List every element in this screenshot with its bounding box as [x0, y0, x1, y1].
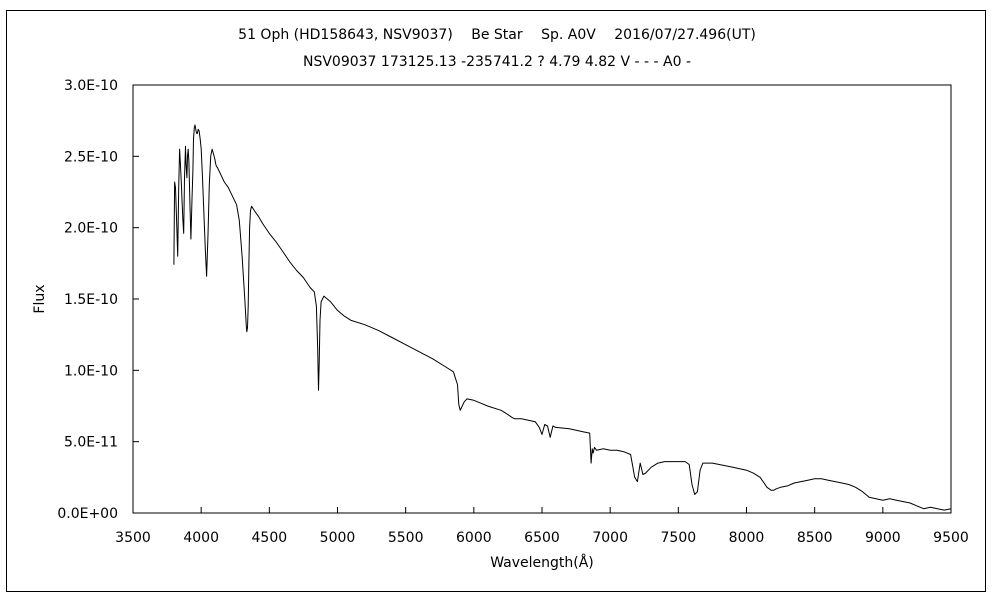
- x-tick-label: 3500: [115, 530, 151, 546]
- y-tick-label: 1.0E-10: [64, 363, 118, 379]
- series-group: [173, 124, 952, 511]
- y-tick-label: 2.5E-10: [64, 149, 118, 165]
- plot-area: [132, 84, 952, 514]
- x-tick-label: 8000: [729, 530, 765, 546]
- chart-frame: [6, 10, 986, 592]
- y-tick-label: 1.5E-10: [64, 292, 118, 308]
- chart-subtitle: NSV09037 173125.13 -235741.2 ? 4.79 4.82…: [303, 54, 691, 70]
- x-tick-label: 9500: [933, 530, 969, 546]
- y-axis: 0.0E+00 5.0E-11 1.0E-10 1.5E-10 2.0E-10 2.5E-…: [57, 78, 139, 522]
- x-tick-label: 8500: [797, 530, 833, 546]
- y-tick-label: 0.0E+00: [57, 506, 118, 522]
- x-tick-label: 4000: [183, 530, 219, 546]
- y-tick-label: 2.0E-10: [64, 221, 118, 237]
- x-tick-label: 5500: [388, 530, 424, 546]
- x-tick-label: 6500: [524, 530, 560, 546]
- y-axis-label: Flux: [32, 284, 48, 313]
- y-tick-label: 5.0E-11: [64, 435, 118, 451]
- spectrum-line: [173, 124, 952, 511]
- x-tick-label: 6000: [456, 530, 492, 546]
- x-tick-label: 5000: [320, 530, 356, 546]
- x-axis-label: Wavelength(Å): [490, 554, 594, 571]
- x-axis: 3500 4000 4500 5000 5500 6000 6500 7000 7500 8000…: [115, 507, 969, 546]
- x-tick-label: 7500: [661, 530, 697, 546]
- y-tick-label: 3.0E-10: [64, 78, 118, 94]
- chart-title: 51 Oph (HD158643, NSV9037) Be Star Sp. A…: [238, 27, 756, 43]
- x-tick-label: 4500: [252, 530, 288, 546]
- x-tick-label: 9000: [865, 530, 901, 546]
- x-tick-label: 7000: [592, 530, 628, 546]
